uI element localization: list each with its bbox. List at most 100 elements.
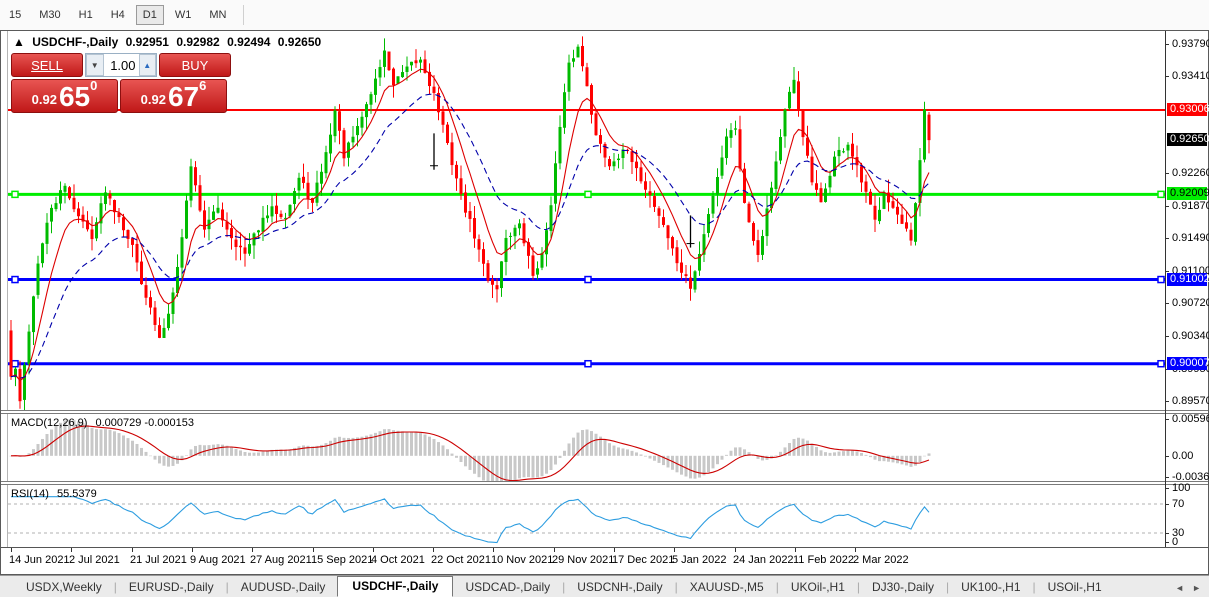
line-handle[interactable] — [11, 275, 19, 284]
price-tick — [1166, 238, 1169, 239]
macd-histogram-bar — [482, 455, 485, 481]
macd-histogram-bar — [779, 451, 782, 456]
date-tick — [795, 548, 796, 552]
macd-histogram-bar — [324, 443, 328, 456]
line-handle[interactable] — [1157, 190, 1165, 199]
chart-tab-usdx-weekly[interactable]: USDX,Weekly — [26, 580, 102, 594]
bear-candle — [482, 249, 485, 264]
line-handle[interactable] — [1157, 275, 1165, 284]
macd-histogram-bar — [752, 455, 755, 456]
bear-candle — [671, 237, 674, 249]
chart-tab-usdcad-daily[interactable]: USDCAD-,Daily — [465, 580, 551, 594]
macd-tick-label: -0.00366 — [1172, 471, 1209, 483]
macd-histogram-bar — [302, 445, 305, 456]
bear-candle — [72, 197, 76, 210]
chart-tab-usoil-h1[interactable]: USOil-,H1 — [1047, 580, 1102, 594]
line-handle[interactable] — [584, 359, 592, 368]
timeframe-button-m30[interactable]: M30 — [39, 9, 61, 21]
line-handle[interactable] — [11, 359, 19, 368]
bull-candle — [779, 137, 782, 161]
macd-histogram-bar — [117, 433, 121, 456]
chart-tab-audusd-daily[interactable]: AUDUSD-,Daily — [240, 580, 326, 594]
chart-tab-usdcnh-daily[interactable]: USDCNH-,Daily — [577, 580, 663, 594]
line-handle[interactable] — [584, 190, 592, 199]
volume-increase-button[interactable]: ▲ — [138, 54, 156, 76]
macd-histogram-bar — [45, 434, 49, 456]
sell-price-button[interactable]: 0.92 65 0 — [11, 79, 118, 113]
panel-separator-rsi[interactable] — [1, 481, 1208, 485]
line-handle[interactable] — [1157, 359, 1165, 368]
price-tick-label: 0.91870 — [1172, 200, 1209, 212]
chart-tab-ukoil-h1[interactable]: UKOil-,H1 — [790, 580, 845, 594]
panel-separator-macd[interactable] — [1, 410, 1208, 414]
bull-candle — [248, 244, 251, 254]
macd-histogram-bar — [185, 455, 188, 456]
price-chart[interactable] — [8, 31, 1166, 410]
macd-histogram-bar — [284, 449, 287, 456]
bear-candle — [648, 191, 652, 195]
bear-candle — [126, 229, 130, 239]
tab-scroll-left-icon[interactable]: ◄ — [1175, 583, 1185, 593]
sell-button[interactable]: SELL — [11, 53, 83, 77]
macd-histogram-bar — [369, 434, 373, 456]
macd-panel-chart[interactable] — [8, 414, 1166, 481]
date-label: 2 Jul 2021 — [69, 554, 120, 566]
window-left-border — [7, 31, 8, 574]
macd-histogram-bar — [648, 455, 652, 459]
chart-tab-uk100-h1[interactable]: UK100-,H1 — [961, 580, 1021, 594]
bear-candle — [815, 183, 818, 190]
buy-button[interactable]: BUY — [159, 53, 231, 77]
chart-tab-usdchf-daily[interactable]: USDCHF-,Daily — [337, 576, 454, 597]
chart-plot-area[interactable] — [8, 31, 1166, 547]
bull-candle — [783, 109, 787, 137]
macd-histogram-bar — [536, 455, 539, 478]
collapse-triangle-icon[interactable]: ▲ — [13, 35, 25, 49]
timeframe-button-15[interactable]: 15 — [9, 9, 22, 21]
bear-candle — [77, 208, 80, 217]
bear-candle — [131, 238, 134, 245]
bull-candle — [536, 268, 539, 275]
buy-price-button[interactable]: 0.92 67 6 — [120, 79, 227, 113]
timeframe-button-h4[interactable]: H4 — [110, 9, 125, 21]
bull-candle — [374, 78, 377, 95]
volume-decrease-button[interactable]: ▼ — [86, 54, 104, 76]
bull-candle — [504, 237, 508, 262]
line-handle[interactable] — [584, 275, 592, 284]
price-axis[interactable]: 0.93790 0.93410 0.92260 0.91870 0.91490 0.911… — [1165, 31, 1209, 548]
tab-scroll-arrows: ◄ ► — [1175, 583, 1209, 597]
bull-candle — [176, 266, 179, 294]
chart-tab-xauusd-m5[interactable]: XAUUSD-,M5 — [689, 580, 764, 594]
bear-candle — [243, 247, 247, 254]
time-axis[interactable]: 14 Jun 2021 2 Jul 2021 21 Jul 2021 9 Aug 20… — [1, 547, 1208, 574]
volume-input[interactable] — [103, 54, 139, 76]
price-tick-label: 0.90340 — [1172, 330, 1209, 342]
bear-candle — [531, 255, 535, 276]
macd-histogram-bar — [698, 455, 701, 478]
tab-scroll-right-icon[interactable]: ► — [1192, 583, 1201, 593]
macd-histogram-bar — [725, 454, 728, 456]
bear-candle — [459, 178, 463, 195]
bull-candle — [572, 58, 575, 62]
bear-candle — [599, 135, 602, 144]
macd-histogram-bar — [635, 452, 638, 456]
timeframe-button-h1[interactable]: H1 — [78, 9, 93, 21]
timeframe-button-w1[interactable]: W1 — [174, 9, 192, 21]
macd-histogram-bar — [441, 445, 445, 456]
bull-candle — [846, 144, 850, 151]
date-label: 22 Oct 2021 — [431, 554, 491, 566]
chart-tab-dj30-daily[interactable]: DJ30-,Daily — [872, 580, 935, 594]
bear-candle — [594, 113, 598, 136]
rsi-panel-chart[interactable] — [8, 485, 1166, 546]
timeframe-button-mn[interactable]: MN — [209, 9, 227, 21]
macd-histogram-bar — [540, 455, 544, 477]
line-handle[interactable] — [11, 190, 19, 199]
macd-histogram-bar — [459, 455, 463, 462]
bear-candle — [806, 137, 809, 156]
bear-candle — [810, 156, 814, 183]
macd-histogram-bar — [176, 455, 179, 464]
macd-histogram-bar — [239, 450, 242, 456]
bull-candle — [162, 327, 166, 338]
timeframe-button-d1[interactable]: D1 — [135, 5, 164, 25]
chart-tab-eurusd-daily[interactable]: EURUSD-,Daily — [128, 580, 214, 594]
bull-candle — [788, 91, 791, 109]
